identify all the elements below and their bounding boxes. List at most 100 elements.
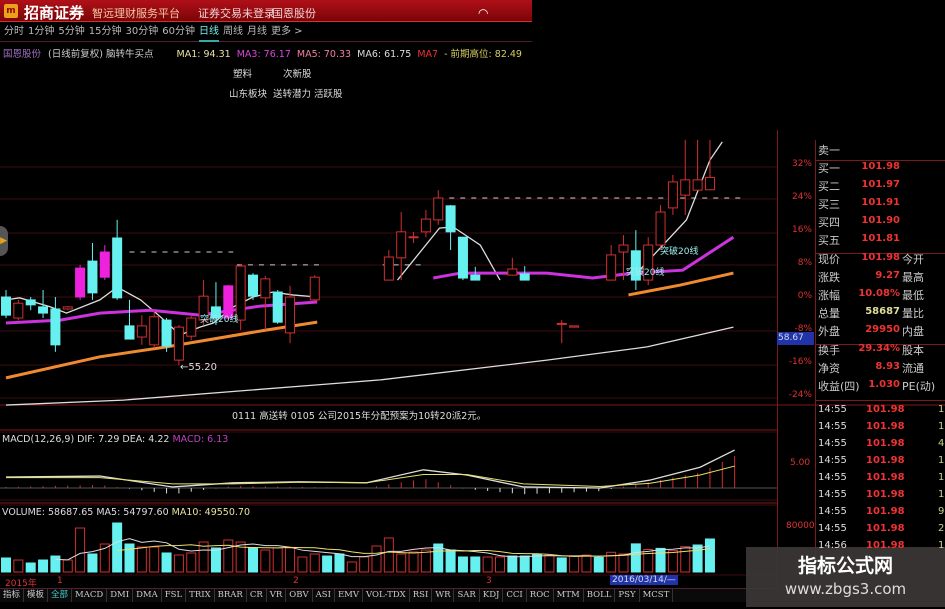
indicator-tab[interactable]: 全部 [48, 589, 73, 602]
quote-value: 101.81 [861, 233, 900, 244]
indicator-tab[interactable]: MCST [640, 589, 674, 602]
period-tab[interactable]: 30分钟 [125, 26, 159, 37]
quote-label: 买二 [818, 180, 840, 193]
expand-left-panel-icon[interactable]: ▶ [0, 226, 8, 256]
indicator-tab[interactable]: MTM [554, 589, 584, 602]
volume-bar [260, 549, 271, 573]
indicator-tab[interactable]: PSY [615, 589, 640, 602]
tick-price: 101.98 [866, 472, 905, 483]
indicator-tab[interactable]: SAR [454, 589, 480, 602]
period-tab[interactable]: 1分钟 [28, 26, 55, 37]
tick-price: 101.98 [866, 489, 905, 500]
volume-bar [606, 551, 617, 573]
divider [815, 253, 945, 254]
volume-bar [334, 553, 345, 573]
candle-body [136, 325, 147, 338]
volume-bar [482, 556, 493, 573]
indicator-tab[interactable]: DMI [107, 589, 134, 602]
indicator-tab[interactable]: WR [432, 589, 455, 602]
volume-ma-line [117, 544, 711, 557]
indicator-tab[interactable]: VR [267, 589, 287, 602]
volume-bar [50, 555, 61, 573]
divider [815, 400, 945, 401]
volume-bar [680, 546, 691, 573]
period-tab[interactable]: 日线 [198, 24, 219, 42]
volume-bar [99, 543, 110, 573]
indicator-tab[interactable]: CCI [503, 589, 527, 602]
macd-value: MACD: 6.13 [172, 434, 229, 445]
tick-volume: 9 [938, 506, 945, 517]
tick-price: 101.98 [866, 455, 905, 466]
candle-body [457, 236, 468, 279]
brand-slogan: 智远理财服务平台 [92, 7, 180, 20]
volume-values: VOLUME: 58687.65 MA5: 54797.60 [2, 507, 169, 518]
tick-price: 101.98 [866, 421, 905, 432]
x-axis-month: 3 [486, 576, 492, 586]
divider [815, 344, 945, 345]
indicator-tab[interactable]: TRIX [186, 589, 215, 602]
current-price-tag: 58.67 [777, 332, 814, 345]
candle-body [507, 268, 518, 276]
candle-body [383, 256, 394, 281]
quote-value: 101.97 [861, 179, 900, 190]
indicator-tab[interactable]: BOLL [584, 589, 616, 602]
title-bar: m 招商证券 智远理财服务平台 证券交易未登录 国恩股份 ◠ [0, 0, 532, 22]
moving-average-line [628, 271, 734, 297]
indicator-tab[interactable]: CR [247, 589, 267, 602]
volume-bar [655, 547, 666, 573]
y-axis-tick: -24% [788, 390, 812, 400]
tick-volume: 1 [938, 404, 945, 415]
volume-bar [396, 553, 407, 573]
volume-bar [630, 543, 641, 573]
volume-bar [569, 555, 580, 573]
volume-bar [25, 562, 36, 573]
quote-value: 9.27 [875, 270, 900, 281]
indicator-tab[interactable]: 指标 [0, 589, 25, 602]
period-tab[interactable]: 分时 [4, 26, 24, 37]
candle-body [556, 322, 567, 325]
volume-bar [322, 555, 333, 573]
candle-body [272, 291, 283, 323]
quote-label: 总量 [818, 307, 840, 320]
y-axis-tick: -8% [794, 324, 812, 334]
macd-axis-tick: 5.00 [790, 458, 811, 468]
indicator-tab[interactable]: ASI [313, 589, 335, 602]
period-tab[interactable]: 15分钟 [88, 26, 122, 37]
quote-label: 买五 [818, 234, 840, 247]
indicator-tab[interactable]: KDJ [480, 589, 504, 602]
indicator-tab[interactable]: DMA [133, 589, 162, 602]
indicator-tab[interactable]: 模板 [24, 589, 49, 602]
period-tab[interactable]: 更多 > [270, 26, 303, 37]
candle-body [38, 306, 49, 314]
indicator-tab[interactable]: VOL-TDX [363, 589, 410, 602]
indicator-tab[interactable]: ROC [527, 589, 554, 602]
volume-bar [13, 559, 24, 573]
candle-body [186, 317, 197, 337]
indicator-tab[interactable]: RSI [410, 589, 433, 602]
ma1-value: MA1: 94.31 [176, 49, 231, 60]
period-tab[interactable]: 月线 [246, 26, 267, 37]
quote-value: 101.98 [861, 161, 900, 172]
candle-body [618, 244, 629, 253]
tag-region: 山东板块 [229, 89, 268, 100]
dea-line [6, 465, 735, 487]
tick-volume: 20 [938, 523, 945, 534]
period-tab[interactable]: 5分钟 [58, 26, 85, 37]
indicator-tab[interactable]: MACD [72, 589, 108, 602]
login-status[interactable]: 证券交易未登录 [198, 7, 275, 20]
indicator-tab[interactable]: BRAR [215, 589, 247, 602]
candle-body [248, 274, 258, 297]
tag-concept: 次新股 [283, 69, 312, 80]
indicator-tab[interactable]: FSL [162, 589, 187, 602]
candle-body [606, 254, 617, 281]
indicator-tab[interactable]: EMV [335, 589, 364, 602]
indicator-tab[interactable]: OBV [286, 589, 313, 602]
quote-label: 净资 [818, 362, 840, 375]
candle-body [112, 237, 123, 299]
period-tab[interactable]: 周线 [222, 26, 243, 37]
volume-bar [495, 556, 505, 573]
x-axis-month: 2 [293, 576, 299, 586]
period-tab[interactable]: 60分钟 [162, 26, 195, 37]
